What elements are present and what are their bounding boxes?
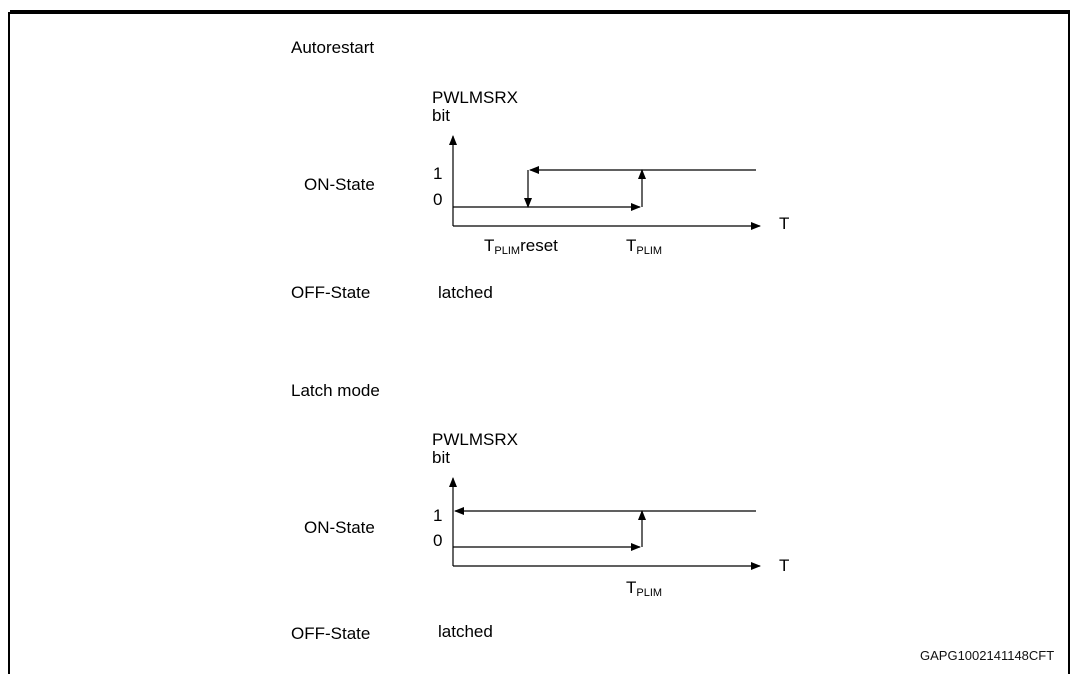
autorestart-off-value: latched (438, 283, 493, 302)
latch-off-state-label: OFF-State (291, 624, 371, 643)
figure-code: GAPG1002141148CFT (920, 648, 1055, 663)
latch-on-state-label: ON-State (304, 518, 375, 537)
latch-level-zero: 0 (433, 531, 443, 550)
header-rule (10, 10, 1070, 12)
autorestart-off-state-label: OFF-State (291, 283, 371, 302)
latch-level-one: 1 (433, 506, 443, 525)
figure-header (10, 0, 1070, 12)
autorestart-on-state-label: ON-State (304, 175, 375, 194)
autorestart-tick-plimreset: TPLIMreset (484, 236, 558, 257)
autorestart-level-zero: 0 (433, 190, 443, 209)
autorestart-heading: Autorestart (291, 38, 375, 57)
autorestart-unit-label: bit (432, 106, 450, 125)
latch-register-label: PWLMSRX (432, 430, 518, 449)
autorestart-axis-label: T (779, 214, 790, 233)
latch-axis-label: T (779, 556, 790, 575)
latch-tick-plim: TPLIM (626, 578, 663, 599)
latch-heading: Latch mode (291, 381, 380, 400)
figure-frame (8, 12, 1070, 674)
autorestart-tick-plim: TPLIM (626, 236, 663, 257)
latch-off-value: latched (438, 622, 493, 641)
latch-unit-label: bit (432, 448, 450, 467)
autorestart-level-one: 1 (433, 164, 443, 183)
autorestart-register-label: PWLMSRX (432, 88, 518, 107)
